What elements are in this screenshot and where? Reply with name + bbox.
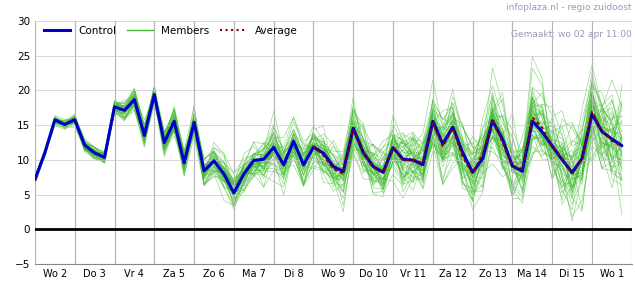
Legend: Control, Members, Average: Control, Members, Average	[40, 21, 302, 40]
Text: Gemaakt: wo 02 apr 11:00: Gemaakt: wo 02 apr 11:00	[511, 30, 632, 39]
Text: infoplaza.nl - regio zuidoost: infoplaza.nl - regio zuidoost	[506, 3, 632, 12]
